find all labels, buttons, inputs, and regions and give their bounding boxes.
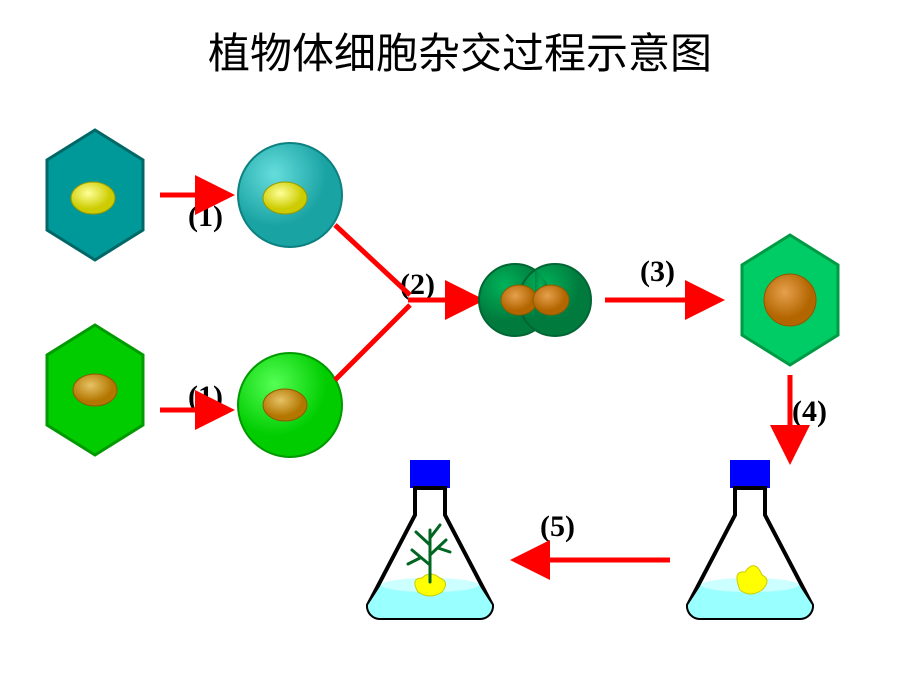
arrow-2b bbox=[335, 305, 410, 380]
fused-protoplast bbox=[479, 264, 591, 336]
hybrid-cell-hexagon bbox=[742, 235, 838, 365]
cell-a-hexagon bbox=[47, 130, 143, 260]
arrow-2a bbox=[335, 225, 410, 295]
flask-plant bbox=[368, 460, 492, 618]
diagram-svg bbox=[0, 0, 920, 690]
flask-callus bbox=[688, 460, 812, 618]
protoplast-b bbox=[238, 353, 342, 457]
cell-b-hexagon bbox=[47, 325, 143, 455]
protoplast-a bbox=[238, 143, 342, 247]
